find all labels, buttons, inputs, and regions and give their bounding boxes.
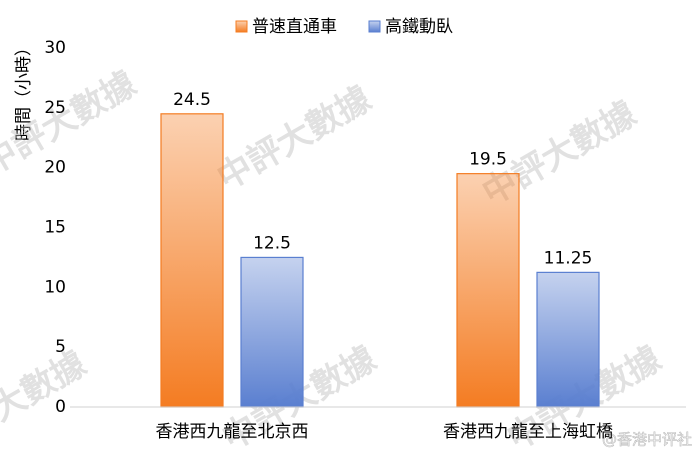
bar <box>160 113 224 408</box>
legend-swatch <box>368 20 381 33</box>
x-tick-label: 香港西九龍至北京西 <box>156 422 309 442</box>
legend-label: 普速直通車 <box>252 17 337 37</box>
y-tick-label: 0 <box>55 397 66 417</box>
x-tick-label: 香港西九龍至上海虹橋 <box>443 422 613 442</box>
bar <box>240 256 304 408</box>
y-tick-label: 30 <box>44 38 66 58</box>
y-tick-label: 15 <box>44 218 66 238</box>
bar <box>456 173 520 408</box>
value-label: 12.5 <box>253 233 291 253</box>
value-label: 19.5 <box>469 150 507 170</box>
value-label: 11.25 <box>544 248 593 268</box>
y-tick-label: 25 <box>44 98 66 118</box>
legend-swatch <box>235 20 248 33</box>
watermark: 中評大數據 <box>0 343 94 456</box>
y-tick-label: 10 <box>44 277 66 297</box>
y-axis-label: 時間（小時） <box>14 39 34 141</box>
bar <box>536 271 600 408</box>
y-tick-label: 20 <box>44 158 66 178</box>
y-tick-label: 5 <box>55 337 66 357</box>
credit: @香港中评社 <box>602 431 692 449</box>
watermark: 中評大數據 <box>211 78 379 198</box>
value-label: 24.5 <box>173 90 211 110</box>
legend-label: 高鐵動臥 <box>385 17 453 37</box>
